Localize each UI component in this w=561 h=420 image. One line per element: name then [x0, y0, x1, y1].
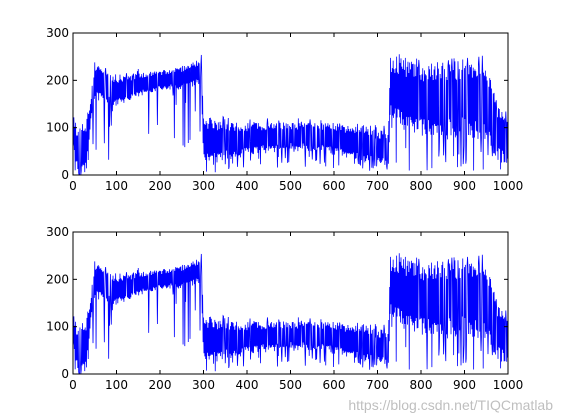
top-subplot: 0 100 200 300 400 500 600 700 800 900 1000 0 100 200 3… — [46, 26, 523, 193]
x-tick-label: 0 — [69, 378, 77, 392]
x-tick-label: 800 — [410, 179, 433, 193]
series-line — [73, 54, 508, 175]
x-tick-label: 600 — [323, 378, 346, 392]
x-tick-label: 400 — [236, 179, 259, 193]
watermark-text: https://blog.csdn.net/TIQCmatlab — [348, 397, 553, 413]
x-tick-label: 1000 — [493, 378, 524, 392]
y-tick-label: 200 — [46, 73, 69, 87]
x-tick-label: 500 — [279, 378, 302, 392]
x-tick-label: 100 — [105, 179, 128, 193]
bottom-subplot: 0 100 200 300 400 500 600 700 800 900 1000 0 100 200 3… — [46, 225, 523, 392]
x-tick-label: 700 — [366, 378, 389, 392]
x-tick-label: 1000 — [493, 179, 524, 193]
x-tick-label: 400 — [236, 378, 259, 392]
y-tick-label: 300 — [46, 225, 69, 239]
x-tick-label: 900 — [453, 378, 476, 392]
x-tick-label: 900 — [453, 179, 476, 193]
x-tick-label: 200 — [149, 378, 172, 392]
x-tick-label: 700 — [366, 179, 389, 193]
y-tick-label: 200 — [46, 272, 69, 286]
x-tick-label: 500 — [279, 179, 302, 193]
x-tick-label: 100 — [105, 378, 128, 392]
x-tick-label: 600 — [323, 179, 346, 193]
y-tick-label: 0 — [61, 168, 69, 182]
y-tick-label: 0 — [61, 367, 69, 381]
series-line — [73, 253, 508, 374]
y-tick-label: 100 — [46, 121, 69, 135]
y-tick-label: 100 — [46, 320, 69, 334]
x-tick-label: 300 — [192, 179, 215, 193]
x-tick-label: 0 — [69, 179, 77, 193]
x-tick-label: 800 — [410, 378, 433, 392]
x-tick-label: 200 — [149, 179, 172, 193]
x-tick-label: 300 — [192, 378, 215, 392]
y-tick-label: 300 — [46, 26, 69, 40]
